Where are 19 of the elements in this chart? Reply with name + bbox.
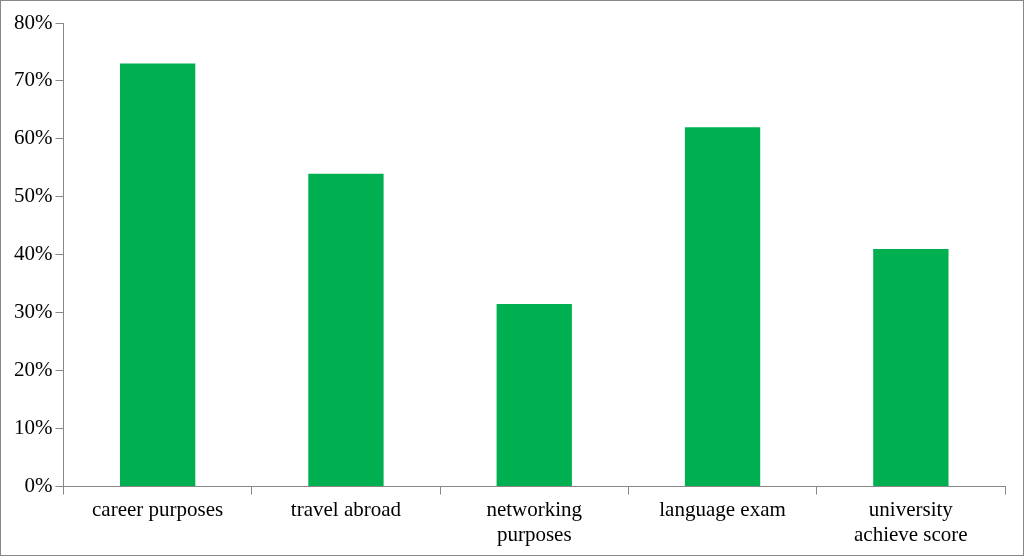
- y-tick-label: 50%: [13, 183, 53, 208]
- y-tick-label: 40%: [13, 241, 53, 266]
- bar: [119, 63, 196, 487]
- bar: [308, 173, 384, 487]
- y-tick-label: 30%: [13, 299, 53, 324]
- bar: [496, 304, 572, 487]
- x-tick-label: career purposes: [92, 496, 224, 521]
- y-tick-label: 70%: [13, 67, 53, 92]
- x-tick-label: university achieve score: [854, 496, 968, 546]
- x-tick-label: networking purposes: [486, 496, 583, 546]
- y-tick-label: 20%: [13, 357, 53, 382]
- y-tick-label: 80%: [13, 9, 53, 34]
- bar: [684, 127, 761, 487]
- y-tick-label: 60%: [13, 125, 53, 150]
- y-tick-label: 10%: [13, 415, 53, 440]
- bar: [873, 249, 949, 487]
- x-tick-label: language exam: [659, 496, 786, 521]
- x-tick-label: travel abroad: [290, 496, 402, 521]
- y-tick-label: 0%: [24, 473, 53, 498]
